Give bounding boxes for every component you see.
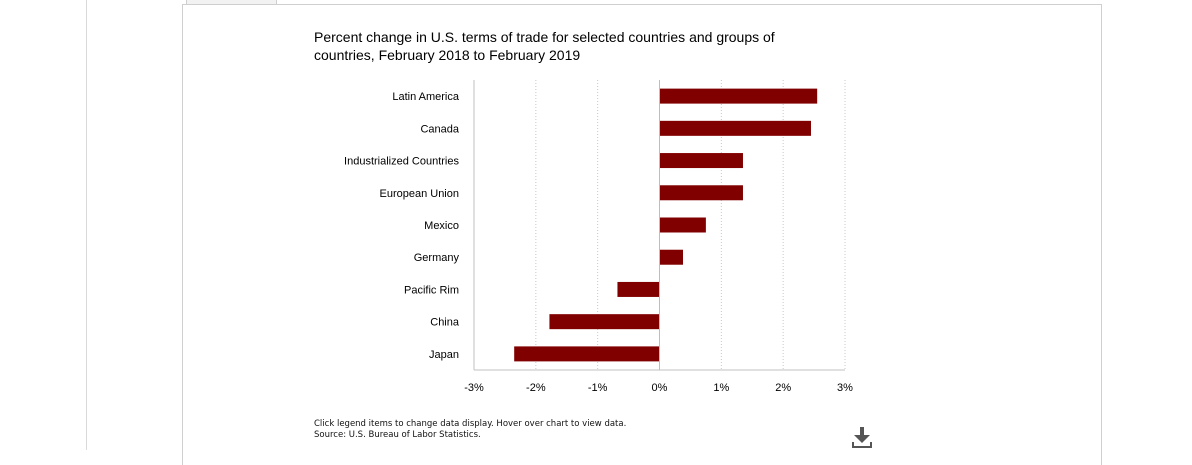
bar[interactable] [659,217,706,233]
bar[interactable] [617,281,660,297]
x-tick-label: -3% [464,382,484,394]
category-label: Canada [420,123,459,135]
download-icon [852,427,872,448]
category-label: China [430,317,460,329]
footer-instructions: Click legend items to change data displa… [314,419,627,429]
bar[interactable] [549,314,660,330]
footer-note: Click legend items to change data displa… [314,419,626,441]
chart-panel [182,4,1102,465]
category-label: European Union [379,188,459,200]
x-tick-label: -2% [526,382,546,394]
x-tick-label: 3% [837,382,853,394]
x-tick-label: 2% [775,382,791,394]
x-tick-label: 1% [713,382,729,394]
category-label: Industrialized Countries [344,156,459,168]
bar[interactable] [659,88,818,104]
bars [514,88,818,362]
footer-source: Source: U.S. Bureau of Labor Statistics. [314,430,481,440]
tab-stub[interactable] [186,0,277,5]
bar[interactable] [659,185,743,201]
download-button[interactable] [848,424,876,450]
chart-title: Percent change in U.S. terms of trade fo… [314,29,775,63]
category-label: Pacific Rim [404,284,459,296]
bar[interactable] [659,120,811,136]
bar[interactable] [659,153,743,169]
bar[interactable] [514,346,660,362]
category-labels: Latin America Canada Industrialized Countr… [344,91,460,361]
axes [473,80,845,371]
bar-chart[interactable]: Latin America Canada Industrialized Countr… [0,0,1192,450]
category-label: Mexico [424,220,459,232]
x-tick-label: 0% [652,382,668,394]
x-tick-labels: -3% -2% -1% 0% 1% 2% 3% [464,382,853,394]
page-border-left [86,0,87,450]
x-tick-label: -1% [588,382,608,394]
category-label: Latin America [392,91,460,103]
category-label: Japan [429,349,459,361]
bar[interactable] [659,249,683,265]
category-label: Germany [414,252,460,264]
